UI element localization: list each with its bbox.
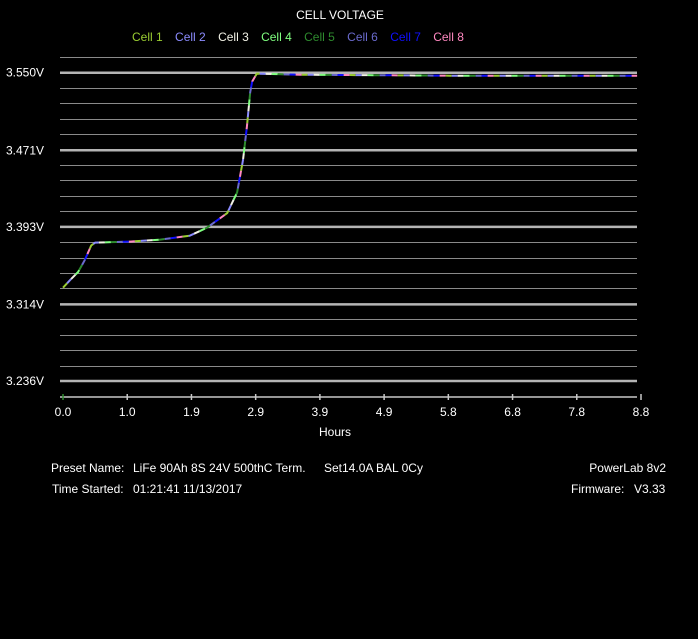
time-started-label: Time Started: xyxy=(52,482,124,496)
legend-cell-5: Cell 5 xyxy=(304,30,335,44)
preset-value: LiFe 90Ah 8S 24V 500thC Term. xyxy=(133,461,306,475)
voltage-chart: 3.550V 3.471V 3.393V 3.314V 3.236V 0.0 1.0 1.9 2… xyxy=(6,57,650,439)
y-tick-label: 3.314V xyxy=(6,297,44,311)
legend-cell-1: Cell 1 xyxy=(132,30,163,44)
legend-cell-3: Cell 3 xyxy=(218,30,249,44)
firmware-label: Firmware: xyxy=(571,482,625,496)
legend-cell-2: Cell 2 xyxy=(175,30,206,44)
x-tick-label: 2.9 xyxy=(247,405,264,419)
x-tick-label: 6.8 xyxy=(504,405,521,419)
x-tick-label: 4.9 xyxy=(376,405,393,419)
x-tick-label: 1.0 xyxy=(119,405,136,419)
x-tick-label: 7.8 xyxy=(568,405,585,419)
legend-cell-7: Cell 7 xyxy=(390,30,421,44)
y-tick-label: 3.236V xyxy=(6,374,44,388)
legend-cell-4: Cell 4 xyxy=(261,30,292,44)
time-started-value: 01:21:41 11/13/2017 xyxy=(133,482,243,496)
series-line-cell-1 xyxy=(62,72,638,289)
preset-extra: Set14.0A BAL 0Cy xyxy=(324,461,423,475)
x-tick-label: 0.0 xyxy=(55,405,72,419)
x-tick-label: 8.8 xyxy=(633,405,650,419)
legend: Cell 1 Cell 2 Cell 3 Cell 4 Cell 5 Cell … xyxy=(132,30,473,44)
x-tick-label: 3.9 xyxy=(312,405,329,419)
legend-cell-6: Cell 6 xyxy=(347,30,378,44)
x-tick-label: 5.8 xyxy=(440,405,457,419)
device-name: PowerLab 8v2 xyxy=(589,461,666,475)
firmware-value: V3.33 xyxy=(634,482,666,496)
preset-label: Preset Name: xyxy=(51,461,125,475)
x-axis-label: Hours xyxy=(319,425,351,439)
y-tick-label: 3.550V xyxy=(6,66,44,80)
y-tick-label: 3.393V xyxy=(6,220,44,234)
series-line-cell-7 xyxy=(62,72,638,289)
chart-title: CELL VOLTAGE xyxy=(296,8,384,22)
legend-cell-8: Cell 8 xyxy=(433,30,464,44)
y-tick-label: 3.471V xyxy=(6,143,44,157)
x-tick-label: 1.9 xyxy=(183,405,200,419)
